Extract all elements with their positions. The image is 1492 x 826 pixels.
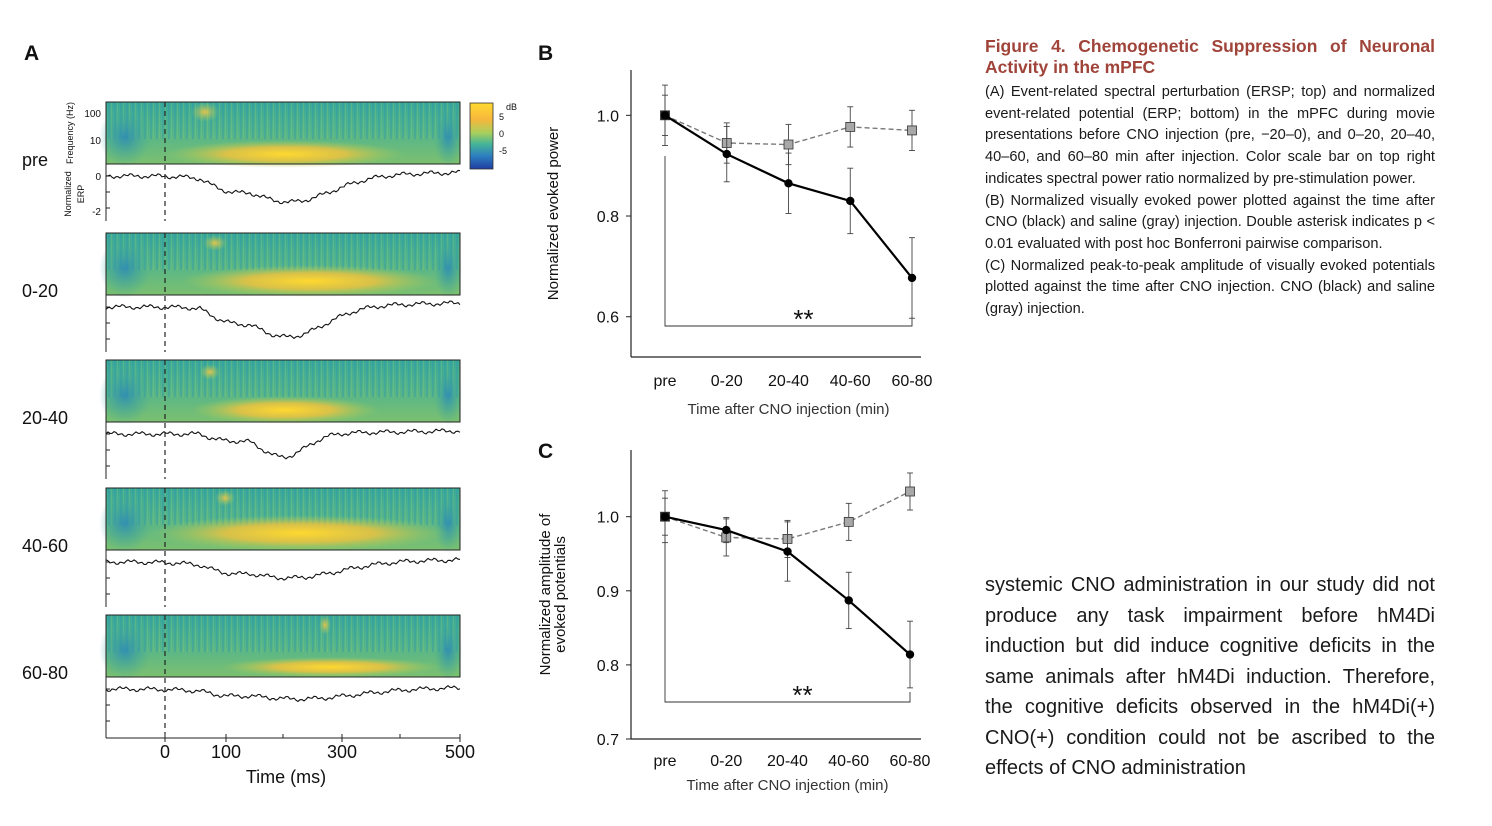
spectrogram <box>99 101 462 168</box>
erp-trace <box>105 549 461 607</box>
row-label: pre <box>22 150 48 170</box>
data-point <box>722 525 731 535</box>
data-point <box>843 516 854 527</box>
series-cno <box>660 84 917 319</box>
caption-title: Figure 4. Chemogenetic Suppression of Ne… <box>985 36 1435 77</box>
row-label: 0-20 <box>22 281 58 301</box>
data-point <box>905 486 915 497</box>
x-tick-label: 20-40 <box>767 753 808 770</box>
erp-trace <box>105 421 461 479</box>
x-tick-label: 0-20 <box>710 753 742 770</box>
y-tick-label: 0.6 <box>597 310 619 327</box>
panel-a-x-axis: 0 100 300 500 Time (ms) <box>105 685 475 787</box>
significance-bracket <box>664 532 911 703</box>
x-tick-0: 0 <box>160 742 170 762</box>
erp-trace <box>105 294 461 352</box>
erp-tick-0: 0 <box>95 172 101 183</box>
panel-a-figure: A Frequency (Hz) Normalized ERP pre10010… <box>22 42 517 787</box>
freq-axis-label: Frequency (Hz) <box>65 102 75 164</box>
series-line <box>664 490 911 540</box>
data-point <box>660 111 670 120</box>
panel-a-letter: A <box>24 42 39 65</box>
colorbar-tick-low: -5 <box>499 146 507 156</box>
x-tick-label: 60-80 <box>892 373 933 390</box>
body-text-paragraph: systemic CNO administration in our study… <box>985 574 1435 779</box>
x-tick-100: 100 <box>211 742 241 762</box>
x-axis-label: Time after CNO injection (min) <box>687 777 889 794</box>
x-axis-label: Time (ms) <box>246 767 326 787</box>
data-point <box>907 125 917 136</box>
data-point <box>784 179 793 188</box>
series-cno <box>660 490 915 689</box>
data-point <box>907 273 917 283</box>
erp-axis-label-2: ERP <box>76 185 86 204</box>
y-tick-label: 0.8 <box>597 209 619 226</box>
data-point <box>845 121 856 132</box>
y-axis-label: Normalized evoked power <box>545 127 562 300</box>
colorbar-unit: dB <box>506 102 517 112</box>
caption-part-c: (C) Normalized peak-to-peak amplitude of… <box>985 257 1435 318</box>
data-point <box>905 650 915 659</box>
x-tick-label: pre <box>653 373 676 390</box>
row-60-80: 60-80 <box>22 614 462 734</box>
x-tick-500: 500 <box>445 742 475 762</box>
row-label: 40-60 <box>22 536 68 556</box>
y-tick-label: 0.9 <box>597 584 619 601</box>
significance-asterisks: ** <box>792 680 812 710</box>
erp-trace <box>105 163 461 221</box>
data-point <box>722 149 731 159</box>
spectrogram <box>99 232 462 298</box>
y-tick-label: 1.0 <box>597 510 619 527</box>
data-point <box>783 547 792 556</box>
y-tick-label: 1.0 <box>597 108 619 125</box>
data-point <box>846 196 855 206</box>
x-tick-label: 40-60 <box>828 753 869 770</box>
spectrogram <box>99 614 462 680</box>
x-tick-label: 20-40 <box>768 373 809 390</box>
row-40-60: 40-60 <box>22 487 462 607</box>
y-axis-label: Normalized amplitude of <box>537 513 554 676</box>
spectrogram <box>99 359 462 425</box>
y-tick-label: 0.7 <box>597 732 619 749</box>
caption-part-a: (A) Event-related spectral perturbation … <box>985 84 1435 187</box>
x-tick-label: 60-80 <box>890 753 931 770</box>
row-label: 20-40 <box>22 408 68 428</box>
freq-tick-100: 100 <box>84 109 101 120</box>
spectrogram <box>99 487 462 553</box>
x-tick-300: 300 <box>327 742 357 762</box>
data-point <box>660 512 670 521</box>
colorbar-tick-high: 5 <box>499 112 504 122</box>
data-point <box>783 139 794 150</box>
caption-part-b: (B) Normalized visually evoked power plo… <box>985 192 1435 252</box>
erp-trace <box>105 676 461 734</box>
y-axis-label: evoked potentials <box>552 536 569 653</box>
colorbar-gradient <box>469 102 494 170</box>
x-tick-label: pre <box>653 753 676 770</box>
row-label: 60-80 <box>22 663 68 683</box>
colorbar-tick-mid: 0 <box>499 129 504 139</box>
row-20-40: 20-40 <box>22 359 462 479</box>
figure-caption: Figure 4. Chemogenetic Suppression of Ne… <box>985 36 1435 321</box>
freq-tick-10: 10 <box>90 136 102 147</box>
panel-b-letter: B <box>538 42 553 65</box>
erp-tick-neg2: -2 <box>92 207 101 218</box>
significance-bracket <box>664 156 913 327</box>
colorbar: dB 5 0 -5 <box>469 102 517 170</box>
row-0-20: 0-20 <box>22 232 462 352</box>
panel-c-letter: C <box>538 440 553 463</box>
x-axis-label: Time after CNO injection (min) <box>688 401 890 418</box>
data-point <box>844 596 853 605</box>
x-tick-label: 40-60 <box>830 373 871 390</box>
y-tick-label: 0.8 <box>597 658 619 675</box>
significance-asterisks: ** <box>793 304 813 334</box>
erp-axis-label-1: Normalized <box>63 171 73 217</box>
x-tick-label: 0-20 <box>711 373 743 390</box>
